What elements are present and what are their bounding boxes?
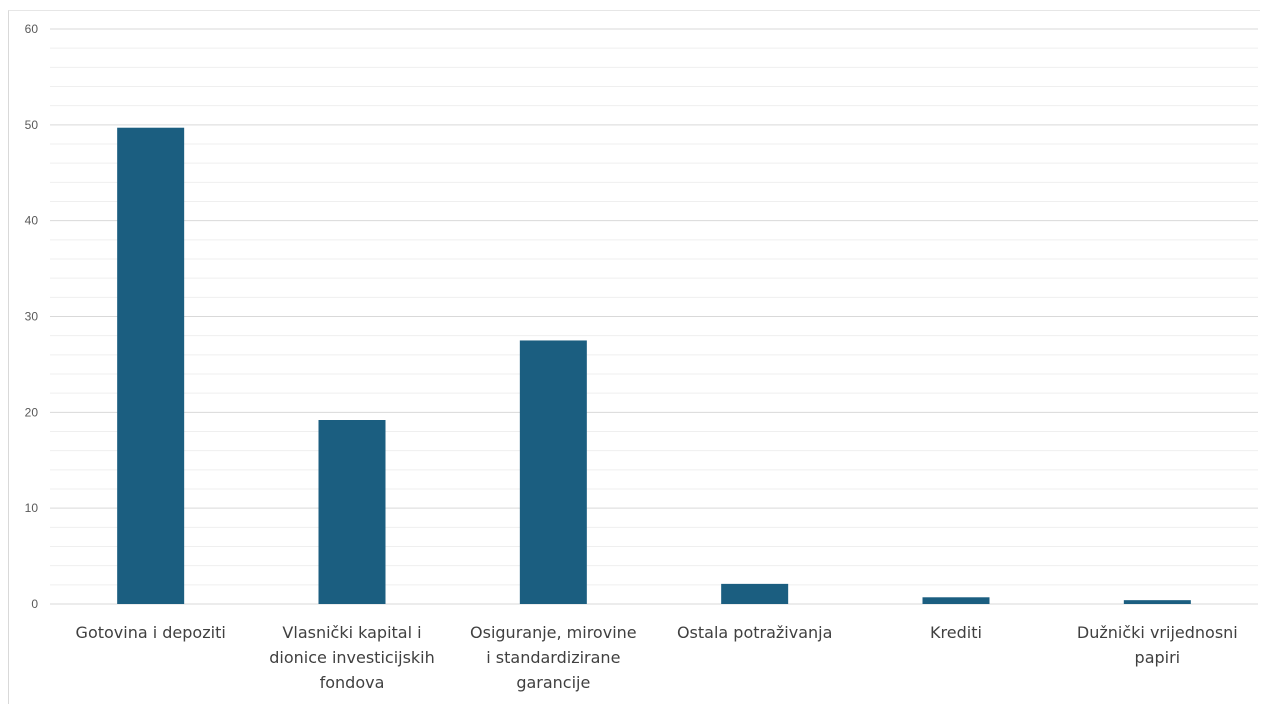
x-category-label: papiri [1135,648,1181,667]
x-category-label: i standardizirane [486,648,620,667]
y-tick-label: 60 [25,22,39,36]
bar [318,420,386,604]
y-tick-label: 30 [25,310,39,324]
x-category-label: Ostala potraživanja [677,623,832,642]
x-category-label: Gotovina i depoziti [76,623,226,642]
bar [117,127,185,604]
bar [519,340,587,604]
y-tick-label: 40 [25,214,39,228]
bar [922,597,990,604]
bar [1123,600,1191,604]
y-tick-label: 10 [25,501,39,515]
x-category-label: Osiguranje, mirovine [470,623,637,642]
x-category-label: Vlasnički kapital i [282,623,421,642]
y-tick-label: 50 [25,118,39,132]
x-category-label: garancije [516,673,590,692]
x-category-label: fondova [320,673,385,692]
y-tick-label: 0 [31,597,38,611]
x-category-label: Krediti [930,623,982,642]
bar [721,583,789,604]
chart-frame [8,10,1260,704]
y-tick-label: 20 [25,405,39,419]
x-category-label: Dužnički vrijednosni [1077,623,1238,642]
x-category-label: dionice investicijskih [269,648,435,667]
